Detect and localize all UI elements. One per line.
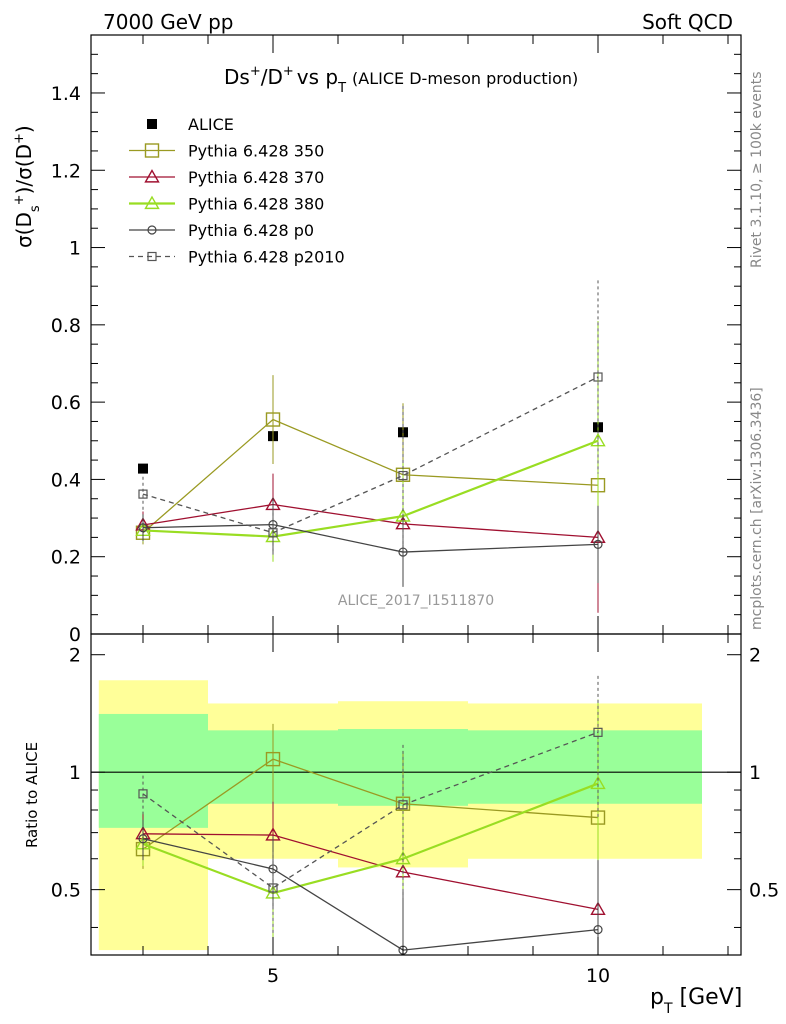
legend-entry: Pythia 6.428 p2010	[129, 248, 345, 267]
legend-label: ALICE	[188, 115, 234, 134]
series-line	[142, 523, 599, 553]
series-line	[142, 758, 599, 850]
x-tick-label: 5	[267, 965, 279, 987]
data-point	[138, 789, 148, 799]
y-tick-label: 0.5	[51, 880, 81, 902]
data-point	[268, 528, 278, 538]
rivet-label: Rivet 3.1.10, ≥ 100k events	[749, 71, 765, 268]
data-point	[593, 727, 603, 737]
data-point	[590, 775, 606, 790]
data-point	[398, 470, 408, 481]
x-tick-label: 10	[586, 965, 610, 987]
series-line	[142, 503, 599, 539]
data-point	[147, 119, 157, 129]
svg-text:Ds+/D+vs pT(ALICE D-meson prod: Ds+/D+ vs pT(ALICE D-meson production)	[224, 64, 578, 96]
xlabel: pT [GeV]	[650, 985, 742, 1017]
y-tick-label: 1.4	[51, 83, 81, 105]
ratio-ylabel: Ratio to ALICE	[23, 742, 41, 848]
y-tick-label: 0	[69, 624, 81, 646]
mcplots-label: mcplots.cern.ch [arXiv:1306.3436]	[749, 387, 765, 630]
series-line	[142, 418, 599, 534]
data-point	[144, 169, 160, 183]
legend-label: Pythia 6.428 p2010	[188, 248, 345, 267]
data-point	[138, 489, 148, 499]
series-line	[142, 731, 599, 889]
chart-title: Ds+/D+ vs pT(ALICE D-meson production)	[224, 64, 578, 96]
data-point	[268, 883, 278, 893]
svg-text:pT [GeV]: pT [GeV]	[650, 985, 742, 1017]
data-point	[265, 412, 281, 427]
legend: ALICE Pythia 6.428 350 Pythia 6.428 370 Pyt…	[129, 115, 345, 267]
legend-label: Pythia 6.428 380	[188, 195, 324, 214]
data-point	[147, 225, 157, 235]
plot-frames: 0 0.2 0.4 0.6 0.8 1 1.2 1.4 5 10 0.5 0.5 1 1 2 2	[51, 34, 779, 987]
series-line	[142, 439, 599, 538]
data-point	[138, 523, 148, 533]
legend-entry: Pythia 6.428 350	[129, 142, 324, 161]
data-point	[147, 251, 157, 262]
header-right: Soft QCD	[642, 10, 733, 34]
ratio-frame	[90, 633, 742, 956]
main-plot	[135, 280, 606, 613]
y-tick-label: 1	[69, 762, 81, 784]
y-tick-label: 2	[69, 645, 81, 667]
legend-label: Pythia 6.428 p0	[188, 221, 314, 240]
data-point	[590, 432, 606, 447]
series-pythia-6-428-370	[135, 462, 606, 613]
series-line	[142, 833, 599, 911]
data-point	[144, 143, 160, 158]
y-tick-label: 1	[69, 238, 81, 260]
series-pythia-6-428-p0	[138, 497, 603, 587]
series-pythia-6-428-p2010	[138, 280, 603, 556]
analysis-tag: ALICE_2017_I1511870	[338, 593, 494, 609]
y-tick-label: 0.4	[51, 469, 81, 491]
data-point	[398, 547, 408, 557]
data-point	[265, 751, 281, 767]
series-pythia-6-428-p2010	[138, 675, 603, 934]
data-point	[144, 195, 160, 210]
data-point	[138, 834, 148, 844]
legend-label: Pythia 6.428 350	[188, 142, 324, 161]
header-left: 7000 GeV pp	[103, 10, 234, 34]
main-ylabel: σ(Ds+)/σ(D+)	[12, 125, 43, 248]
y-tick-label: 0.6	[51, 392, 81, 414]
data-point	[395, 850, 411, 865]
legend-entry: Pythia 6.428 p0	[129, 221, 314, 240]
data-point	[398, 800, 408, 810]
legend-entry: Pythia 6.428 370	[129, 168, 324, 187]
svg-text:σ(Ds+)/σ(D+): σ(Ds+)/σ(D+)	[12, 125, 43, 248]
ratio-plot	[135, 675, 606, 955]
data-point	[593, 539, 603, 549]
ratio-bands	[91, 680, 741, 951]
green-band	[468, 730, 702, 804]
y-tick-label: 1.2	[51, 160, 81, 182]
y-tick-label: 0.8	[51, 315, 81, 337]
data-point	[593, 924, 603, 935]
legend-entry: Pythia 6.428 380	[129, 195, 324, 214]
legend-label: Pythia 6.428 370	[188, 168, 324, 187]
series-line	[142, 838, 599, 951]
data-point	[138, 463, 148, 474]
legend-entry: ALICE	[147, 115, 234, 134]
y-tick-label: 2	[749, 645, 761, 667]
series-line	[142, 376, 599, 534]
green-band	[98, 713, 208, 828]
data-point	[593, 372, 603, 382]
y-tick-label: 0.2	[51, 547, 81, 569]
y-tick-label: 0.5	[749, 880, 779, 902]
series-line	[142, 782, 599, 895]
y-tick-label: 1	[749, 762, 761, 784]
